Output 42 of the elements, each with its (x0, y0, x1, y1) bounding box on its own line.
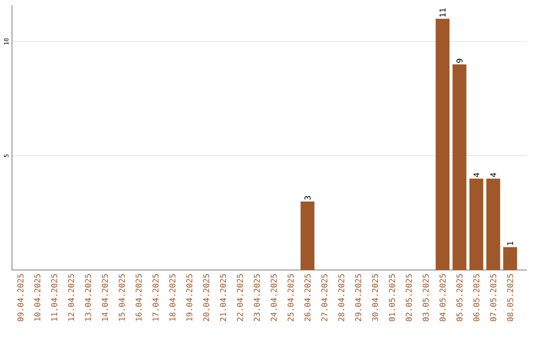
x-tick-label: 09.04.2025 (17, 274, 24, 322)
x-tick-label: 14.04.2025 (102, 274, 108, 321)
x-tick-label: 16.04.2025 (136, 274, 142, 321)
x-tick-label: 28.04.2025 (338, 274, 344, 322)
x-tick-label: 24.04.2025 (270, 274, 277, 322)
data-label: 3 (304, 196, 311, 200)
x-tick-label: 12.04.2025 (68, 274, 74, 321)
x-tick-label: 20.04.2025 (203, 274, 210, 322)
x-tick-label: 17.04.2025 (152, 274, 159, 321)
data-label: 11 (440, 8, 446, 17)
x-tick-label: 06.05.2025 (473, 274, 480, 322)
bar (486, 178, 500, 270)
x-tick-label: 08.05.2025 (507, 274, 514, 322)
x-tick-label: 25.04.2025 (288, 274, 294, 322)
x-tick-label: 13.04.2025 (84, 274, 92, 321)
x-tick-label: 11.04.2025 (51, 274, 58, 321)
x-tick-label: 18.04.2025 (169, 274, 176, 321)
bar (300, 201, 314, 270)
bar (469, 178, 484, 270)
bar (503, 247, 518, 270)
data-label: 4 (473, 172, 480, 178)
x-tick-label: 05.05.2025 (456, 274, 462, 322)
x-tick-label: 02.05.2025 (406, 274, 412, 322)
bar (452, 64, 466, 270)
x-tick-label: 04.05.2025 (440, 274, 446, 322)
data-label: 1 (507, 242, 514, 245)
x-tick-label: 30.04.2025 (372, 274, 378, 322)
x-tick-label: 10.04.2025 (34, 274, 40, 321)
x-tick-label: 19.04.2025 (186, 274, 192, 321)
data-label: 4 (490, 172, 496, 178)
x-tick-label: 23.04.2025 (254, 274, 260, 322)
x-tick-label: 01.05.2025 (388, 274, 395, 322)
x-tick-label: 07.05.2025 (490, 274, 496, 322)
x-tick-label: 29.04.2025 (355, 274, 362, 322)
x-tick-label: 22.04.2025 (236, 274, 243, 322)
data-label: 9 (456, 58, 462, 63)
x-tick-label: 27.04.2025 (321, 274, 328, 322)
x-tick-label: 21.04.2025 (220, 274, 226, 322)
x-tick-label: 03.05.2025 (422, 274, 429, 322)
x-tick-label: 26.04.2025 (304, 274, 311, 322)
bar (436, 18, 450, 270)
x-tick-label: 15.04.2025 (118, 274, 125, 321)
